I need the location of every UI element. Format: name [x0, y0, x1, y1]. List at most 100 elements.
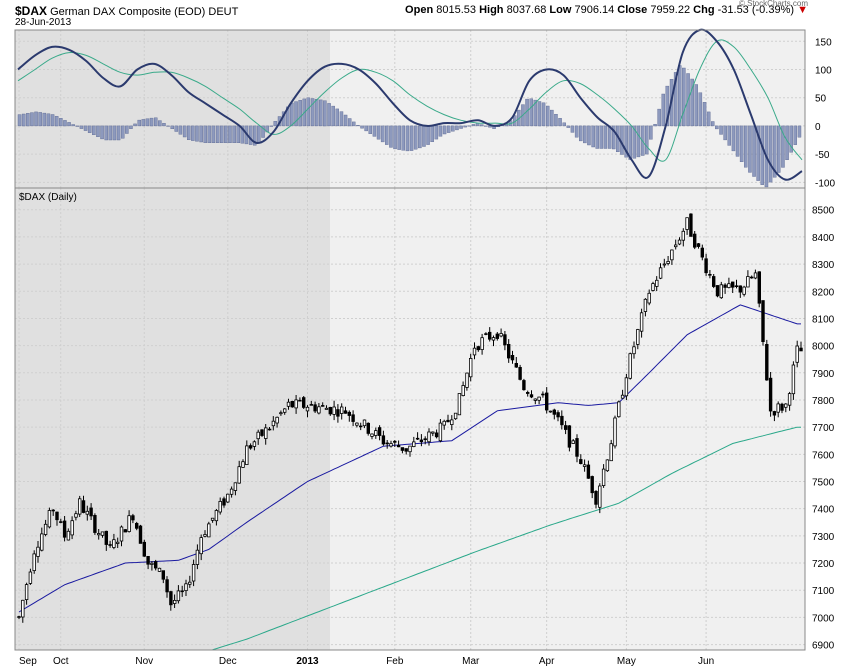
candle-body-up	[150, 562, 154, 565]
histogram-bar	[546, 105, 550, 127]
candle	[594, 490, 598, 509]
histogram-bar	[360, 125, 364, 129]
histogram-bar	[768, 125, 773, 183]
candle	[575, 434, 579, 463]
candle	[142, 539, 146, 557]
candle-body-up	[43, 523, 48, 535]
candle	[275, 416, 279, 428]
candle	[32, 550, 36, 574]
histogram-bar	[624, 125, 628, 158]
candle-body-down	[62, 520, 67, 538]
candle	[366, 422, 370, 436]
candle-body-down	[161, 570, 165, 580]
candle-body-down	[142, 541, 146, 557]
histogram-bar	[252, 125, 257, 146]
candle-body-up	[753, 272, 758, 279]
candle	[305, 405, 310, 418]
candle-body-up	[184, 583, 188, 591]
macd-panel-shaded-region	[15, 30, 330, 188]
histogram-bar	[327, 103, 331, 127]
candle	[309, 400, 313, 406]
candle	[108, 540, 112, 548]
x-tick-label: 2013	[296, 656, 319, 667]
candle-body-up	[17, 616, 21, 618]
histogram-bar	[612, 125, 616, 150]
histogram-bar	[96, 125, 100, 138]
histogram-bar	[583, 125, 587, 144]
high-label: High	[479, 4, 504, 16]
histogram-bar	[54, 116, 59, 127]
candle	[457, 393, 462, 416]
histogram-bar	[335, 108, 340, 127]
watermark: © StockCharts.com	[738, 0, 808, 8]
candle	[100, 531, 105, 538]
candle	[503, 331, 507, 351]
histogram-bar	[405, 125, 410, 152]
candle	[264, 424, 268, 445]
candle	[176, 585, 181, 604]
candle	[605, 459, 610, 472]
candle	[169, 590, 173, 611]
candle	[677, 237, 682, 246]
candle	[590, 475, 594, 499]
candle	[438, 419, 443, 443]
candle-body-up	[229, 488, 234, 495]
candle	[734, 279, 739, 289]
candle	[495, 332, 499, 341]
candle-body-up	[442, 420, 446, 426]
candle	[548, 410, 553, 413]
candle-body-up	[74, 513, 78, 518]
candle	[404, 448, 408, 455]
candle	[768, 372, 773, 417]
candle-body-down	[400, 447, 405, 451]
candle	[282, 408, 287, 415]
candle	[719, 281, 723, 299]
histogram-bar	[323, 100, 327, 127]
candle	[617, 400, 621, 418]
price-y-tick-label: 8000	[812, 342, 835, 353]
candle-body-down	[594, 490, 598, 505]
candle	[632, 341, 636, 359]
histogram-bar	[42, 112, 47, 127]
candle	[62, 516, 67, 542]
candle-body-up	[195, 549, 200, 565]
candle	[571, 439, 575, 444]
chg-value: -31.53 (-0.39%)	[717, 4, 795, 16]
candle-body-down	[689, 213, 693, 237]
candle	[66, 528, 71, 541]
candle-body-up	[582, 464, 587, 467]
candle-body-up	[776, 403, 780, 413]
macd-y-tick-label: -50	[815, 150, 830, 161]
candle	[256, 429, 260, 445]
histogram-bar	[752, 125, 756, 177]
candle	[419, 434, 424, 447]
candlesticks	[17, 213, 803, 623]
open-value: 8015.53	[436, 4, 476, 16]
candle-body-down	[347, 411, 351, 416]
candle	[434, 429, 439, 439]
histogram-bar	[211, 125, 216, 144]
histogram-bar	[579, 125, 583, 142]
candle-body-up	[431, 431, 435, 434]
histogram-bar	[744, 125, 748, 168]
candle	[286, 398, 291, 410]
candle	[742, 285, 746, 297]
histogram-bar	[34, 111, 38, 127]
candle-body-up	[127, 515, 131, 533]
chart-date: 28-Jun-2013	[15, 17, 72, 28]
candle	[526, 390, 530, 397]
histogram-bar	[347, 118, 352, 127]
price-y-tick-label: 7500	[812, 478, 835, 489]
histogram-bar	[17, 114, 22, 127]
candle-body-down	[248, 445, 253, 449]
macd-panel: 150 100 50 0 -50 -100	[14, 28, 835, 189]
candle-body-up	[674, 244, 678, 248]
ohlc-summary: Open 8015.53 High 8037.68 Low 7906.14 Cl…	[405, 4, 808, 16]
histogram-bar	[451, 125, 455, 132]
candle-body-up	[484, 333, 488, 335]
candle-body-down	[381, 435, 386, 445]
histogram-bar	[533, 99, 538, 127]
candle-body-down	[545, 392, 549, 411]
candle	[446, 414, 450, 423]
candle-body-down	[131, 515, 135, 521]
